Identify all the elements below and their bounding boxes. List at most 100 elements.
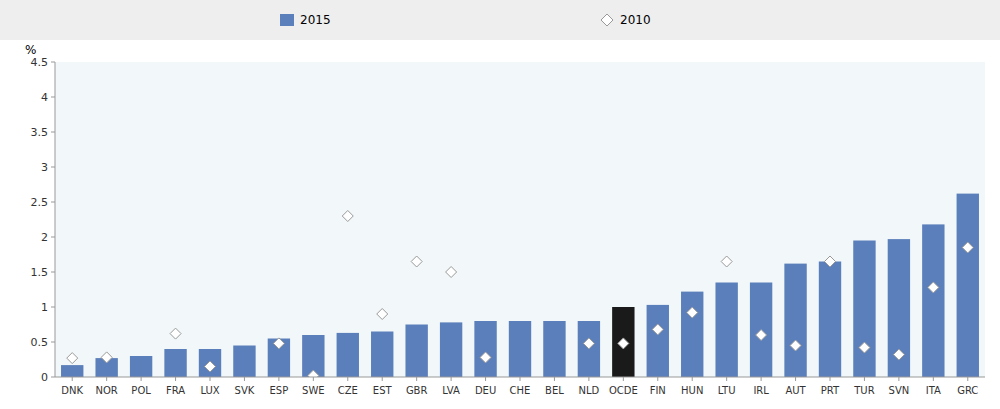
bar	[509, 321, 531, 377]
y-tick-label: 3	[41, 161, 48, 174]
bar	[750, 283, 772, 378]
x-tick	[210, 377, 211, 381]
x-tick-label: SWE	[302, 385, 325, 396]
x-tick-label: NOR	[96, 385, 118, 396]
marker	[205, 361, 216, 372]
y-axis-label: %	[25, 43, 36, 57]
x-tick	[761, 377, 762, 381]
y-tick	[51, 342, 55, 343]
x-tick-label: LUX	[200, 385, 219, 396]
y-tick	[51, 202, 55, 203]
x-tick	[347, 377, 348, 381]
x-tick-label: FIN	[650, 385, 666, 396]
bar	[715, 283, 737, 378]
bar	[164, 349, 186, 377]
x-tick	[830, 377, 831, 381]
bar	[543, 321, 565, 377]
x-tick	[623, 377, 624, 381]
bar	[612, 307, 634, 377]
x-tick-label: GRC	[957, 385, 978, 396]
x-tick-label: POL	[131, 385, 151, 396]
marker	[893, 349, 904, 360]
marker	[273, 338, 284, 349]
y-tick-label: 4	[41, 91, 48, 104]
bar	[888, 239, 910, 377]
legend-label: 2015	[300, 13, 331, 27]
y-tick	[51, 97, 55, 98]
bar	[405, 325, 427, 378]
y-tick-label: 2.5	[31, 196, 49, 209]
marker	[446, 267, 457, 278]
y-tick-label: 0	[41, 371, 48, 384]
bar	[819, 262, 841, 378]
marker	[928, 282, 939, 293]
x-tick	[692, 377, 693, 381]
x-tick	[967, 377, 968, 381]
x-tick	[864, 377, 865, 381]
x-tick-label: TUR	[853, 385, 874, 396]
marker	[170, 328, 181, 339]
x-tick-label: SVK	[235, 385, 255, 396]
x-tick-label: LTU	[718, 385, 736, 396]
marker	[342, 211, 353, 222]
y-tick-label: 3.5	[31, 126, 49, 139]
y-tick	[51, 62, 55, 63]
marker	[687, 307, 698, 318]
marker	[67, 353, 78, 364]
bar	[61, 365, 83, 377]
bar	[440, 322, 462, 377]
x-tick-label: BEL	[545, 385, 564, 396]
x-tick	[588, 377, 589, 381]
y-tick-label: 4.5	[31, 56, 49, 69]
bar	[268, 339, 290, 378]
y-tick-label: 2	[41, 231, 48, 244]
x-tick	[554, 377, 555, 381]
x-tick-label: HUN	[681, 385, 703, 396]
y-tick-label: 1	[41, 301, 48, 314]
marker	[721, 256, 732, 267]
y-tick	[51, 272, 55, 273]
bar	[474, 321, 496, 377]
y-axis-line	[55, 62, 56, 377]
marker	[825, 256, 836, 267]
header-band	[0, 0, 1000, 40]
x-tick	[451, 377, 452, 381]
x-tick-label: SVN	[889, 385, 910, 396]
y-tick-label: 1.5	[31, 266, 49, 279]
bar	[957, 194, 979, 377]
marker	[859, 342, 870, 353]
marker	[583, 338, 594, 349]
x-tick-label: CHE	[510, 385, 531, 396]
x-tick	[313, 377, 314, 381]
x-tick	[141, 377, 142, 381]
y-tick-label: 0.5	[31, 336, 49, 349]
x-tick-label: GBR	[406, 385, 428, 396]
marker	[101, 352, 112, 363]
bar	[681, 292, 703, 377]
bar	[647, 305, 669, 377]
x-tick-label: EST	[373, 385, 393, 396]
marks	[61, 194, 979, 377]
x-tick	[657, 377, 658, 381]
marker	[308, 370, 319, 377]
chart: 00.511.522.533.544.5%DNKNORPOLFRALUXSVKE…	[0, 0, 1000, 409]
bar	[337, 333, 359, 377]
x-tick	[726, 377, 727, 381]
marker	[377, 309, 388, 320]
bar	[922, 224, 944, 377]
y-tick	[51, 167, 55, 168]
bar	[233, 346, 255, 378]
marker	[962, 242, 973, 253]
bar	[853, 241, 875, 378]
y-tick	[51, 377, 55, 378]
marker	[618, 338, 629, 349]
x-tick-label: LVA	[442, 385, 460, 396]
x-tick-label: DEU	[475, 385, 496, 396]
x-tick	[485, 377, 486, 381]
x-tick	[244, 377, 245, 381]
bar	[578, 321, 600, 377]
bar	[199, 349, 221, 377]
x-tick-label: DNK	[61, 385, 83, 396]
legend-label: 2010	[620, 13, 651, 27]
x-tick	[933, 377, 934, 381]
